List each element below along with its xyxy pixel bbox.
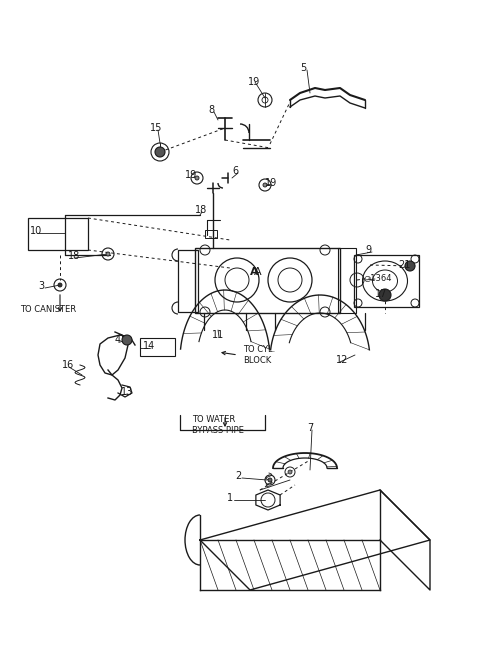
Text: 18: 18 bbox=[195, 205, 207, 215]
Text: 4: 4 bbox=[115, 335, 121, 345]
Circle shape bbox=[288, 470, 292, 474]
Bar bbox=[338, 248, 356, 313]
Circle shape bbox=[268, 478, 272, 482]
Text: TO CANISTER: TO CANISTER bbox=[20, 306, 76, 314]
Text: 6: 6 bbox=[232, 166, 238, 176]
Text: 21: 21 bbox=[398, 260, 410, 270]
Text: 11: 11 bbox=[212, 330, 224, 340]
Text: 8: 8 bbox=[208, 105, 214, 115]
Text: A: A bbox=[250, 267, 258, 277]
Text: 17: 17 bbox=[375, 289, 387, 299]
Text: 14: 14 bbox=[143, 341, 155, 351]
Text: 19: 19 bbox=[248, 77, 260, 87]
Text: 13: 13 bbox=[121, 387, 133, 397]
Bar bbox=[205, 230, 217, 238]
Text: 3: 3 bbox=[38, 281, 44, 291]
Bar bbox=[140, 338, 175, 356]
Text: TO WATER
BYPASS PIPE: TO WATER BYPASS PIPE bbox=[192, 415, 244, 435]
Bar bbox=[354, 255, 419, 307]
Circle shape bbox=[122, 335, 132, 345]
Bar bbox=[178, 250, 198, 312]
Text: 2: 2 bbox=[235, 471, 241, 481]
Text: 15: 15 bbox=[150, 123, 162, 133]
Circle shape bbox=[263, 183, 267, 187]
Circle shape bbox=[58, 283, 62, 287]
Text: 16: 16 bbox=[62, 360, 74, 370]
Circle shape bbox=[379, 289, 391, 301]
Text: 10: 10 bbox=[30, 226, 42, 236]
Bar bbox=[195, 248, 340, 313]
Circle shape bbox=[405, 261, 415, 271]
Circle shape bbox=[195, 176, 199, 180]
Text: 5: 5 bbox=[300, 63, 306, 73]
Text: 7: 7 bbox=[307, 423, 313, 433]
Circle shape bbox=[155, 147, 165, 157]
Text: 19: 19 bbox=[265, 178, 277, 188]
Text: 19: 19 bbox=[185, 170, 197, 180]
Text: 9: 9 bbox=[365, 245, 371, 255]
Text: 12: 12 bbox=[336, 355, 348, 365]
Text: 18: 18 bbox=[68, 251, 80, 261]
Text: TO CYL.
BLOCK: TO CYL. BLOCK bbox=[243, 345, 275, 365]
Circle shape bbox=[106, 252, 110, 256]
Text: ○1364: ○1364 bbox=[363, 274, 392, 283]
Bar bbox=[28, 218, 88, 250]
Text: 1: 1 bbox=[227, 493, 233, 503]
Text: A: A bbox=[254, 267, 262, 277]
